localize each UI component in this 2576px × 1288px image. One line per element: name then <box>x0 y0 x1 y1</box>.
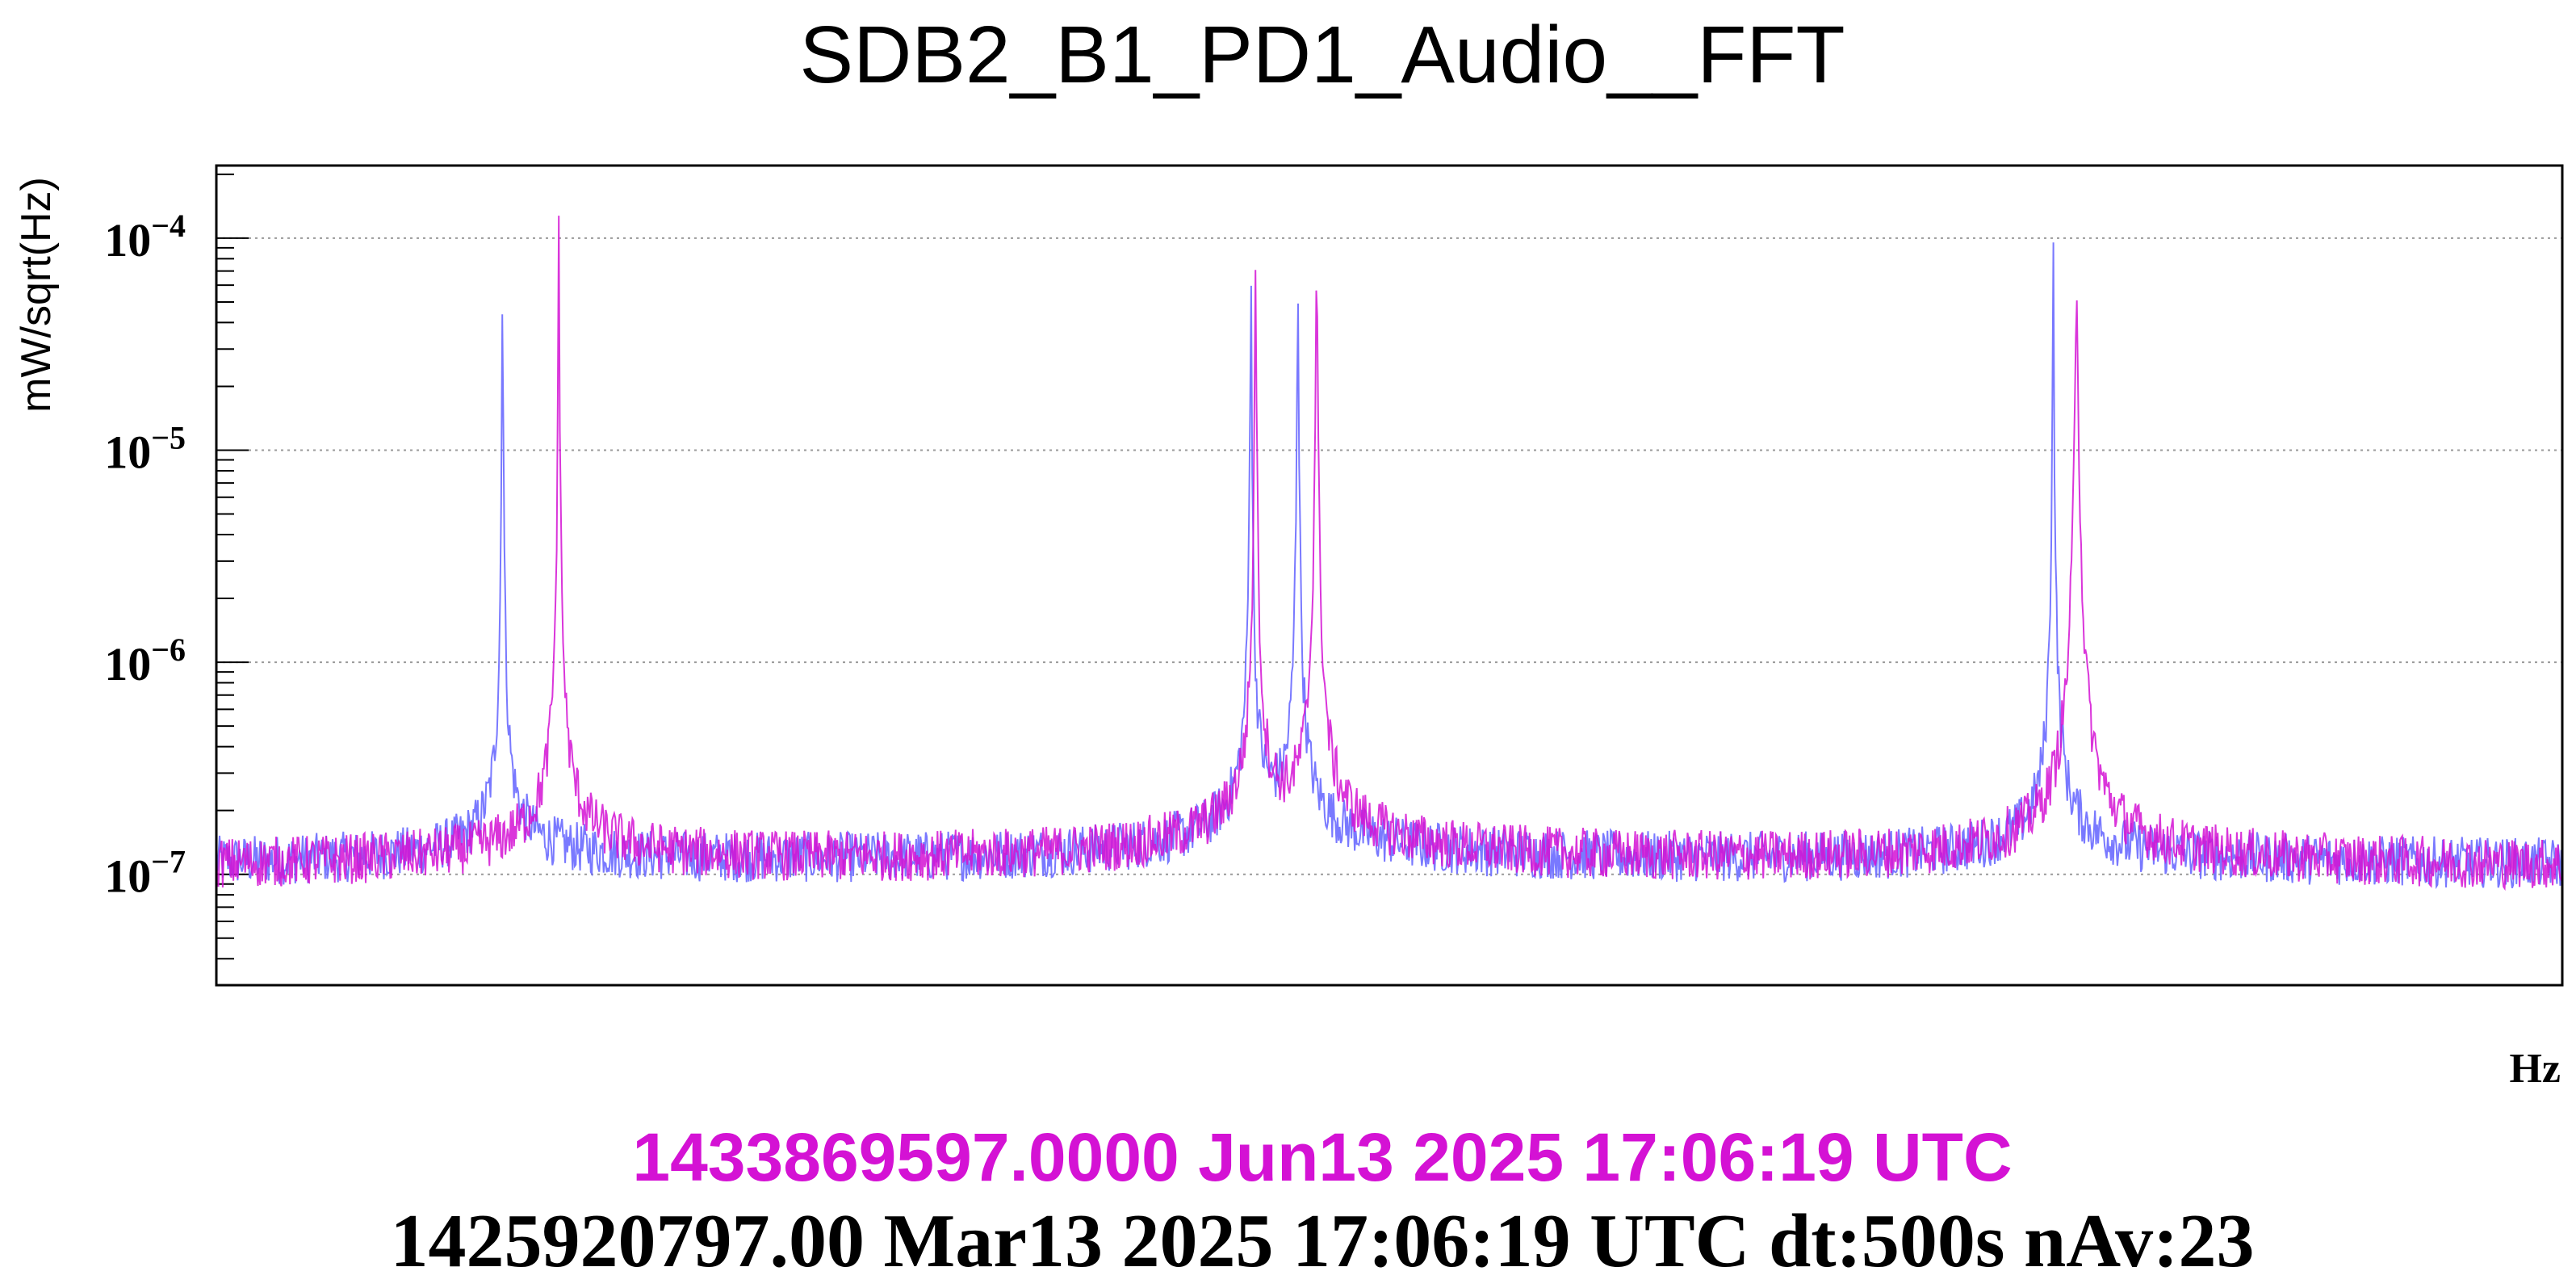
y-tick-label: 10−7 <box>104 844 186 903</box>
y-tick-label: 10−5 <box>104 420 186 479</box>
footer-timestamp-current: 1433869597.0000 Jun13 2025 17:06:19 UTC <box>632 1119 2012 1195</box>
y-tick-label: 10−6 <box>104 631 186 690</box>
x-axis-label: Hz <box>2509 1046 2561 1092</box>
y-axis-ticks <box>216 173 249 986</box>
y-axis-label: mW/sqrt(Hz) <box>13 177 60 413</box>
series-2-line <box>216 216 2563 892</box>
series-layer <box>216 216 2563 892</box>
y-tick-labels: 10−7 10−6 10−5 10−4 <box>104 208 186 903</box>
y-tick-label: 10−4 <box>104 208 186 266</box>
footer-timestamp-reference: 1425920797.00 Mar13 2025 17:06:19 UTC dt… <box>391 1199 2255 1283</box>
plot-frame <box>215 164 2564 987</box>
chart-title: SDB2_B1_PD1_Audio__FFT <box>799 10 1845 100</box>
series-1-line <box>216 242 2563 890</box>
